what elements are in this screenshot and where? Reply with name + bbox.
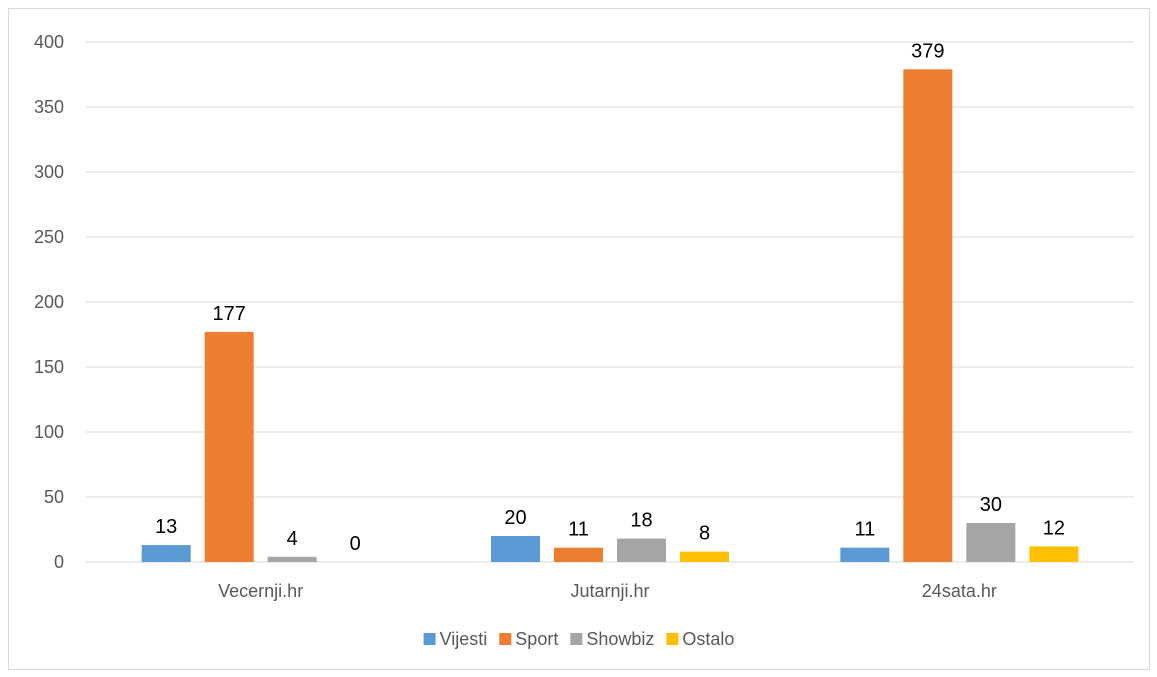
data-label: 30 xyxy=(980,494,1002,516)
data-label: 13 xyxy=(155,516,177,538)
chart-frame: 0 50 100 150 200 250 300 350 400 13 177 4 0 20 11 18 8 1… xyxy=(8,8,1150,670)
data-label: 12 xyxy=(1043,517,1065,539)
data-label: 11 xyxy=(568,519,589,541)
data-label: 4 xyxy=(287,528,298,550)
x-category-label: Jutarnji.hr xyxy=(570,581,649,601)
x-axis-labels: Vecernji.hr Jutarnji.hr 24sata.hr xyxy=(218,581,997,601)
bar-vijesti-jutarnji.hr xyxy=(491,536,540,562)
bar-showbiz-vecernji.hr xyxy=(267,556,317,562)
bars xyxy=(141,69,1079,563)
y-tick-label: 350 xyxy=(34,97,64,117)
bar-vijesti-vecernji.hr xyxy=(141,545,191,562)
x-category-label: Vecernji.hr xyxy=(218,581,303,601)
y-tick-label: 0 xyxy=(54,552,64,572)
legend-swatch xyxy=(423,633,436,645)
legend-label: Sport xyxy=(515,629,558,649)
bar-vijesti-24sata.hr xyxy=(840,547,890,562)
bar-showbiz-24sata.hr xyxy=(966,523,1016,562)
x-category-label: 24sata.hr xyxy=(922,581,997,601)
y-tick-label: 150 xyxy=(34,357,64,377)
y-tick-label: 50 xyxy=(44,487,64,507)
legend-label: Vijesti xyxy=(440,629,488,649)
bar-showbiz-jutarnji.hr xyxy=(617,538,666,562)
y-tick-label: 400 xyxy=(34,32,64,52)
bar-ostalo-jutarnji.hr xyxy=(680,551,729,562)
y-tick-label: 200 xyxy=(34,292,64,312)
legend-label: Ostalo xyxy=(682,629,734,649)
bar-ostalo-24sata.hr xyxy=(1029,546,1079,562)
y-axis-ticks: 0 50 100 150 200 250 300 350 400 xyxy=(34,32,64,572)
data-labels: 13 177 4 0 20 11 18 8 11 379 30 12 xyxy=(155,40,1065,555)
legend-swatch xyxy=(499,633,512,645)
legend: Vijesti Sport Showbiz Ostalo xyxy=(423,629,734,649)
data-label: 20 xyxy=(504,507,526,529)
y-tick-label: 250 xyxy=(34,227,64,247)
data-label: 0 xyxy=(350,533,361,555)
data-label: 18 xyxy=(630,510,652,532)
y-tick-label: 100 xyxy=(34,422,64,442)
bar-sport-jutarnji.hr xyxy=(554,547,603,562)
gridlines xyxy=(86,41,1134,563)
legend-swatch xyxy=(570,633,583,645)
legend-label: Showbiz xyxy=(586,629,654,649)
legend-swatch xyxy=(666,633,679,645)
bar-sport-24sata.hr xyxy=(903,69,953,563)
bar-sport-vecernji.hr xyxy=(204,331,254,562)
data-label: 177 xyxy=(212,303,245,325)
data-label: 11 xyxy=(854,519,875,541)
data-label: 379 xyxy=(911,40,944,62)
data-label: 8 xyxy=(699,523,710,545)
y-tick-label: 300 xyxy=(34,162,64,182)
